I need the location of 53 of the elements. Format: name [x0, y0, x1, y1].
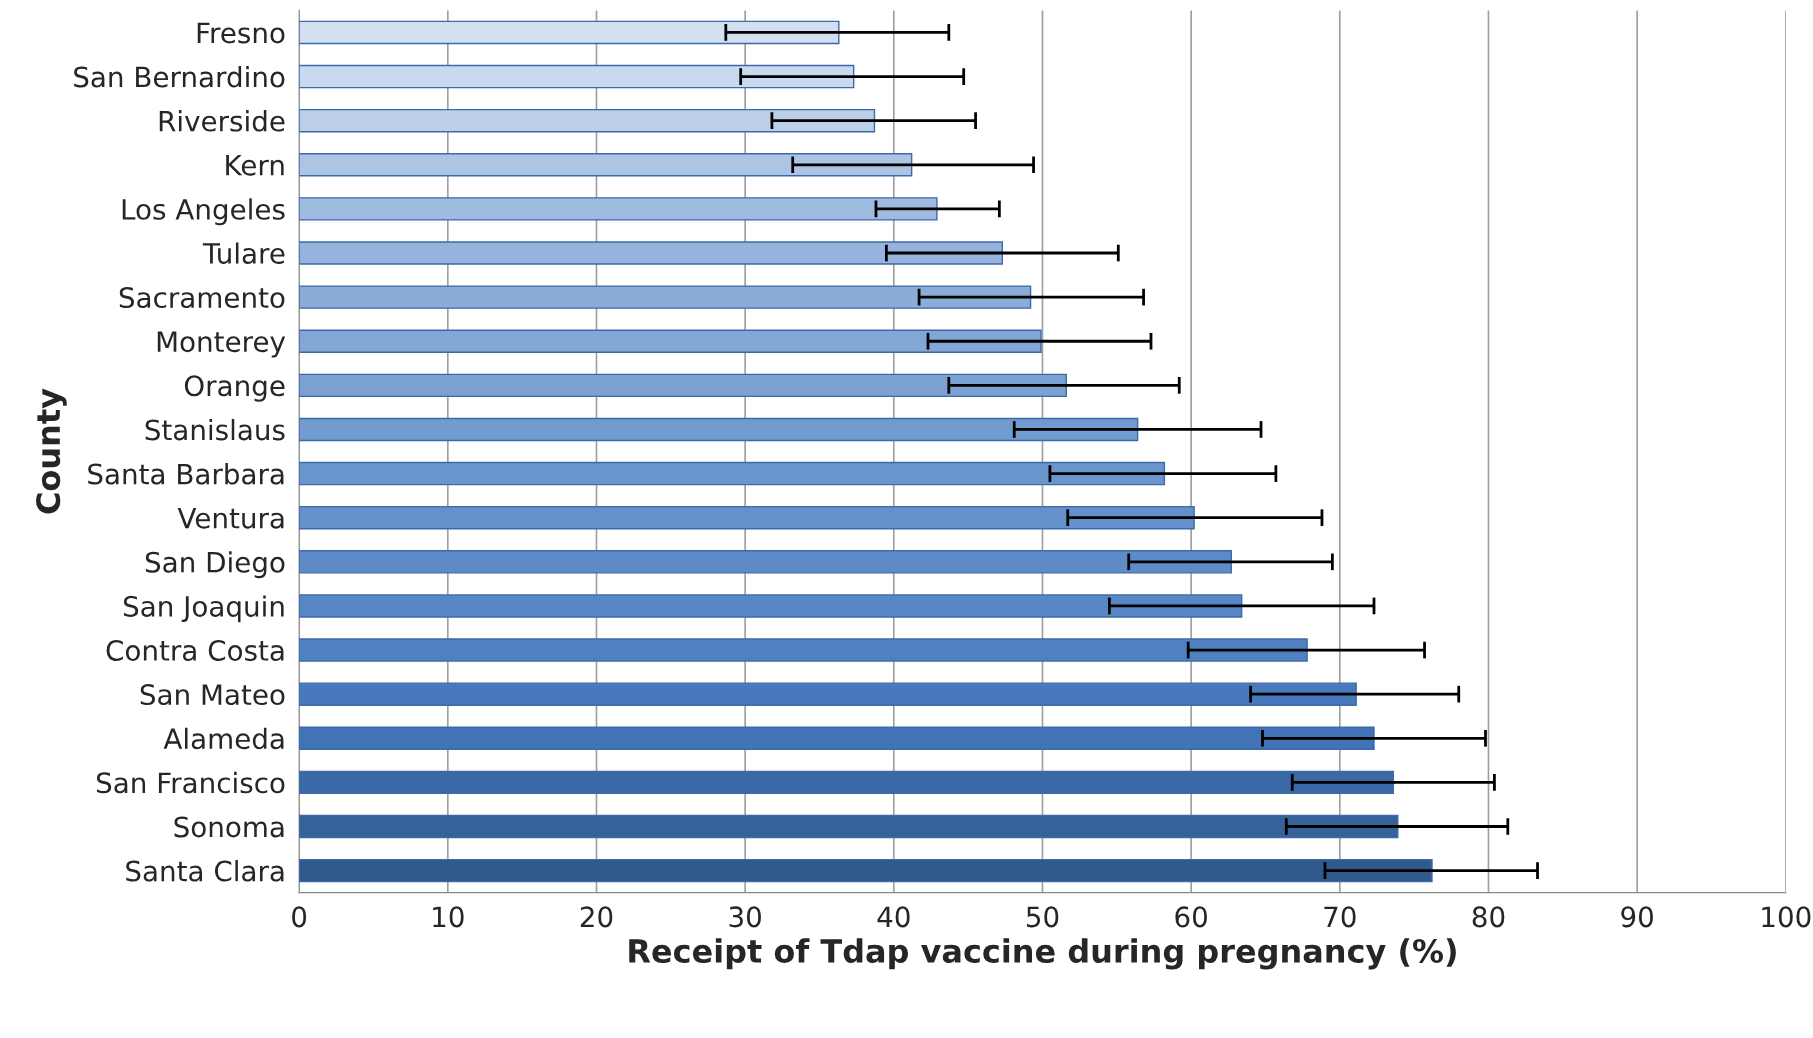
- x-tick-label: 40: [877, 906, 910, 928]
- bar: [299, 20, 840, 45]
- bar: [299, 285, 1032, 309]
- bar: [299, 153, 913, 177]
- x-tick-label: 50: [1026, 906, 1059, 928]
- bar: [299, 108, 876, 133]
- bar: [299, 461, 1166, 486]
- y-tick-label: Contra Costa: [106, 639, 284, 661]
- bar: [299, 638, 1308, 662]
- y-tick-label: Sonoma: [174, 816, 284, 838]
- bar: [299, 682, 1357, 706]
- y-axis-title: County: [36, 388, 67, 514]
- y-tick-label: Kern: [226, 155, 284, 176]
- x-tick-label: 10: [433, 906, 464, 928]
- x-tick-label: 60: [1175, 906, 1207, 928]
- bar: [299, 550, 1232, 574]
- y-tick-label: San Mateo: [140, 684, 285, 706]
- x-axis-title: Receipt of Tdap vaccine during pregnancy (%): [629, 938, 1456, 970]
- y-tick-label: San Diego: [145, 551, 285, 579]
- y-tick-label: Sacramento: [119, 287, 285, 309]
- bar: [299, 417, 1139, 442]
- x-tick-label: 100: [1762, 906, 1811, 928]
- y-tick-label: Santa Clara: [126, 860, 284, 882]
- x-tick-label: 80: [1472, 906, 1505, 928]
- bar: [299, 726, 1375, 751]
- x-tick-label: 20: [580, 906, 613, 928]
- x-tick-label: 0: [292, 906, 307, 928]
- y-tick-label: San Francisco: [96, 771, 285, 794]
- y-tick-label: Fresno: [197, 22, 285, 44]
- y-tick-label: Tulare: [202, 242, 285, 264]
- bar: [299, 505, 1195, 530]
- bar: [299, 64, 855, 89]
- y-tick-label: Monterey: [157, 331, 286, 358]
- y-tick-label: Alameda: [163, 727, 284, 750]
- y-tick-label: Riverside: [159, 110, 285, 132]
- y-tick-label: San Joaquin: [123, 595, 284, 623]
- y-tick-label: Stanislaus: [145, 418, 285, 441]
- x-tick-label: 90: [1621, 906, 1653, 928]
- bar: [299, 373, 1067, 398]
- bar: [299, 594, 1243, 618]
- bar: [299, 770, 1395, 795]
- y-tick-label: Santa Barbara: [88, 463, 284, 485]
- bar: [299, 858, 1433, 883]
- bar: [299, 814, 1399, 839]
- bar: [299, 197, 938, 221]
- y-tick-label: San Bernardino: [74, 66, 285, 88]
- y-tick-label: Orange: [184, 375, 285, 402]
- x-tick-label: 70: [1324, 906, 1356, 928]
- y-tick-label: Los Angeles: [122, 198, 285, 226]
- y-tick-label: Ventura: [177, 508, 284, 529]
- bar: [299, 329, 1042, 353]
- bar: [299, 241, 1004, 265]
- x-tick-label: 30: [729, 906, 761, 928]
